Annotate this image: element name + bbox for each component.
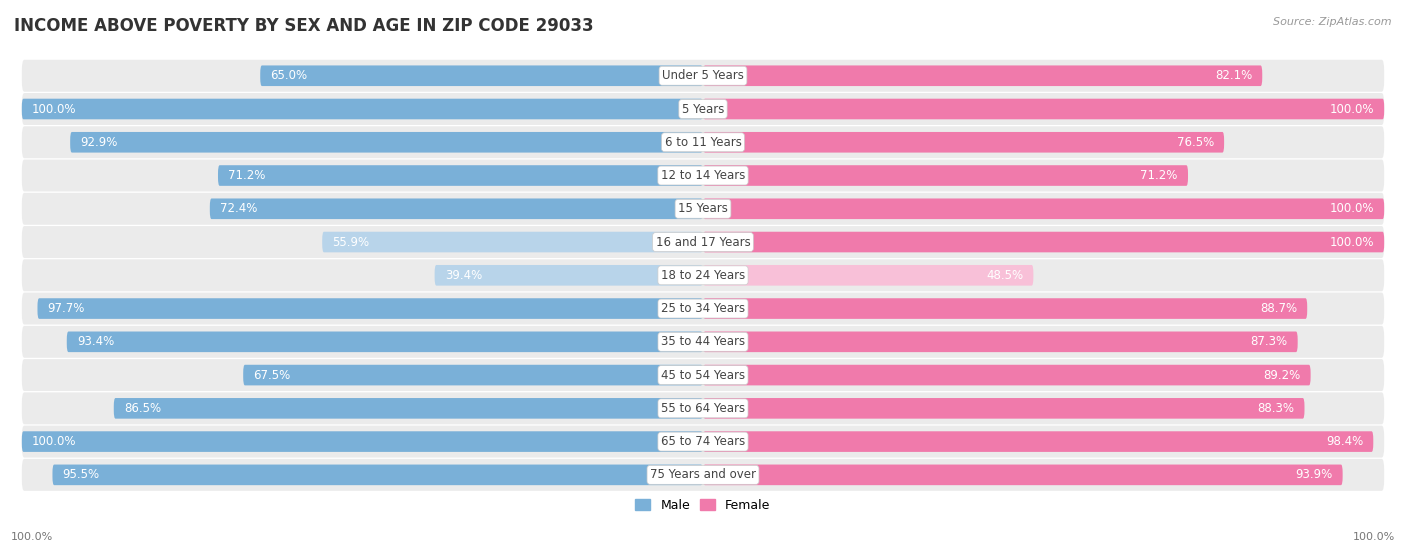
FancyBboxPatch shape bbox=[22, 226, 1384, 258]
Text: Source: ZipAtlas.com: Source: ZipAtlas.com bbox=[1274, 17, 1392, 27]
Text: 39.4%: 39.4% bbox=[444, 269, 482, 282]
FancyBboxPatch shape bbox=[703, 99, 1384, 119]
FancyBboxPatch shape bbox=[703, 465, 1343, 485]
FancyBboxPatch shape bbox=[22, 259, 1384, 291]
Text: 100.0%: 100.0% bbox=[1330, 235, 1374, 249]
FancyBboxPatch shape bbox=[22, 126, 1384, 158]
FancyBboxPatch shape bbox=[703, 299, 1308, 319]
FancyBboxPatch shape bbox=[703, 198, 1384, 219]
FancyBboxPatch shape bbox=[703, 432, 1374, 452]
FancyBboxPatch shape bbox=[22, 392, 1384, 424]
Text: 89.2%: 89.2% bbox=[1263, 368, 1301, 382]
Text: 93.9%: 93.9% bbox=[1295, 468, 1333, 481]
Text: 48.5%: 48.5% bbox=[986, 269, 1024, 282]
FancyBboxPatch shape bbox=[703, 132, 1225, 153]
FancyBboxPatch shape bbox=[22, 99, 703, 119]
FancyBboxPatch shape bbox=[22, 292, 1384, 325]
FancyBboxPatch shape bbox=[66, 331, 703, 352]
Text: 75 Years and over: 75 Years and over bbox=[650, 468, 756, 481]
Text: 55.9%: 55.9% bbox=[332, 235, 370, 249]
FancyBboxPatch shape bbox=[22, 193, 1384, 225]
FancyBboxPatch shape bbox=[22, 159, 1384, 192]
Text: 72.4%: 72.4% bbox=[219, 202, 257, 215]
Text: 100.0%: 100.0% bbox=[32, 435, 76, 448]
Text: 100.0%: 100.0% bbox=[1353, 532, 1395, 542]
FancyBboxPatch shape bbox=[703, 331, 1298, 352]
Text: 15 Years: 15 Years bbox=[678, 202, 728, 215]
Text: 5 Years: 5 Years bbox=[682, 102, 724, 116]
Text: 88.7%: 88.7% bbox=[1260, 302, 1296, 315]
FancyBboxPatch shape bbox=[218, 165, 703, 186]
Text: 25 to 34 Years: 25 to 34 Years bbox=[661, 302, 745, 315]
Legend: Male, Female: Male, Female bbox=[630, 494, 776, 517]
FancyBboxPatch shape bbox=[22, 432, 703, 452]
Text: 97.7%: 97.7% bbox=[48, 302, 86, 315]
FancyBboxPatch shape bbox=[703, 265, 1033, 286]
FancyBboxPatch shape bbox=[38, 299, 703, 319]
Text: 67.5%: 67.5% bbox=[253, 368, 291, 382]
FancyBboxPatch shape bbox=[434, 265, 703, 286]
Text: 71.2%: 71.2% bbox=[228, 169, 266, 182]
Text: Under 5 Years: Under 5 Years bbox=[662, 69, 744, 82]
FancyBboxPatch shape bbox=[22, 60, 1384, 92]
Text: 55 to 64 Years: 55 to 64 Years bbox=[661, 402, 745, 415]
Text: 6 to 11 Years: 6 to 11 Years bbox=[665, 136, 741, 149]
Text: 35 to 44 Years: 35 to 44 Years bbox=[661, 335, 745, 348]
FancyBboxPatch shape bbox=[22, 359, 1384, 391]
FancyBboxPatch shape bbox=[703, 165, 1188, 186]
Text: 65 to 74 Years: 65 to 74 Years bbox=[661, 435, 745, 448]
Text: 65.0%: 65.0% bbox=[270, 69, 308, 82]
Text: 100.0%: 100.0% bbox=[1330, 202, 1374, 215]
FancyBboxPatch shape bbox=[260, 65, 703, 86]
FancyBboxPatch shape bbox=[52, 465, 703, 485]
FancyBboxPatch shape bbox=[209, 198, 703, 219]
FancyBboxPatch shape bbox=[22, 326, 1384, 358]
Text: 71.2%: 71.2% bbox=[1140, 169, 1178, 182]
FancyBboxPatch shape bbox=[703, 398, 1305, 419]
Text: 100.0%: 100.0% bbox=[11, 532, 53, 542]
Text: 92.9%: 92.9% bbox=[80, 136, 118, 149]
Text: 100.0%: 100.0% bbox=[32, 102, 76, 116]
Text: 86.5%: 86.5% bbox=[124, 402, 162, 415]
FancyBboxPatch shape bbox=[703, 232, 1384, 252]
Text: 82.1%: 82.1% bbox=[1215, 69, 1251, 82]
Text: 93.4%: 93.4% bbox=[77, 335, 114, 348]
FancyBboxPatch shape bbox=[703, 65, 1263, 86]
FancyBboxPatch shape bbox=[243, 365, 703, 385]
Text: 98.4%: 98.4% bbox=[1326, 435, 1362, 448]
Text: 18 to 24 Years: 18 to 24 Years bbox=[661, 269, 745, 282]
Text: 87.3%: 87.3% bbox=[1250, 335, 1288, 348]
FancyBboxPatch shape bbox=[322, 232, 703, 252]
FancyBboxPatch shape bbox=[70, 132, 703, 153]
Text: 16 and 17 Years: 16 and 17 Years bbox=[655, 235, 751, 249]
FancyBboxPatch shape bbox=[114, 398, 703, 419]
Text: 45 to 54 Years: 45 to 54 Years bbox=[661, 368, 745, 382]
FancyBboxPatch shape bbox=[22, 425, 1384, 458]
FancyBboxPatch shape bbox=[22, 459, 1384, 491]
Text: 76.5%: 76.5% bbox=[1177, 136, 1213, 149]
Text: 95.5%: 95.5% bbox=[63, 468, 100, 481]
Text: 12 to 14 Years: 12 to 14 Years bbox=[661, 169, 745, 182]
FancyBboxPatch shape bbox=[703, 365, 1310, 385]
Text: 88.3%: 88.3% bbox=[1257, 402, 1295, 415]
Text: 100.0%: 100.0% bbox=[1330, 102, 1374, 116]
FancyBboxPatch shape bbox=[22, 93, 1384, 125]
Text: INCOME ABOVE POVERTY BY SEX AND AGE IN ZIP CODE 29033: INCOME ABOVE POVERTY BY SEX AND AGE IN Z… bbox=[14, 17, 593, 35]
